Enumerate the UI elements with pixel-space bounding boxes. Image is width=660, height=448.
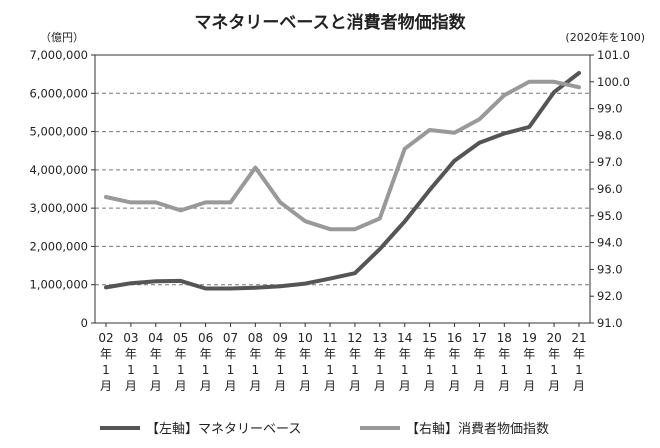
series-lines: [104, 71, 581, 291]
right-tick-label: 93.0: [597, 262, 623, 276]
x-tick-label: 15 年 1 月: [422, 331, 437, 393]
right-tick-label: 91.0: [597, 316, 623, 330]
right-tick-label: 92.0: [597, 289, 623, 303]
x-tick-label: 03 年 1 月: [123, 331, 138, 393]
right-tick-label: 97.0: [597, 155, 623, 169]
left-axis-unit: （億円）: [40, 31, 84, 44]
legend-label-monetary-base: 【左軸】マネタリーベース: [146, 422, 301, 437]
x-tick-label: 06 年 1 月: [198, 331, 213, 393]
right-tick-label: 96.0: [597, 182, 623, 196]
legend: 【左軸】マネタリーベース 【右軸】消費者物価指数: [100, 422, 549, 437]
x-tick-label: 21 年 1 月: [571, 331, 586, 393]
left-tick-label: 2,000,000: [29, 239, 88, 253]
x-tick-label: 16 年 1 月: [447, 331, 462, 393]
grid-lines: [95, 92, 590, 286]
x-tick-label: 12 年 1 月: [347, 331, 362, 393]
right-tick-label: 99.0: [597, 102, 623, 116]
right-tick-label: 101.0: [597, 48, 630, 62]
x-tick-label: 05 年 1 月: [173, 331, 188, 393]
left-tick-label: 4,000,000: [29, 163, 88, 177]
x-tick-label: 11 年 1 月: [322, 331, 337, 393]
left-tick-label: 7,000,000: [29, 48, 88, 62]
x-axis: 02 年 1 月 03 年 1 月 04 年 1 月 05 年 1 月 06 年 1 月 07 年 1 月 08 年 1 月 09 年 1 月…: [98, 323, 587, 393]
right-axis-unit: (2020年を100): [565, 30, 645, 44]
right-axis: 91.0 92.0 93.0 94.0 95.0 96.0 97.0 98.0 99.0 100.…: [590, 48, 630, 330]
plot-frame: [94, 54, 591, 324]
x-tick-label: 18 年 1 月: [497, 331, 512, 393]
x-tick-label: 08 年 1 月: [248, 331, 263, 393]
x-tick-label: 09 年 1 月: [273, 331, 288, 393]
x-tick-label: 04 年 1 月: [148, 331, 163, 393]
right-tick-label: 100.0: [597, 75, 630, 89]
x-tick-label: 19 年 1 月: [522, 331, 537, 393]
left-tick-label: 5,000,000: [29, 125, 88, 139]
x-tick-label: 10 年 1 月: [298, 331, 313, 393]
left-tick-label: 6,000,000: [29, 86, 88, 100]
chart-title: マネタリーベースと消費者物価指数: [194, 12, 466, 33]
left-tick-label: 3,000,000: [29, 201, 88, 215]
x-tick-label: 13 年 1 月: [372, 331, 387, 393]
left-tick-label: 0: [81, 316, 88, 330]
x-tick-label: 14 年 1 月: [397, 331, 412, 393]
monetary-base-line: [104, 71, 581, 291]
left-tick-label: 1,000,000: [29, 278, 88, 292]
cpi-line: [104, 79, 581, 232]
x-tick-label: 20 年 1 月: [546, 331, 561, 393]
right-tick-label: 95.0: [597, 209, 623, 223]
left-axis: 0 1,000,000 2,000,000 3,000,000 4,000,000 5,0…: [29, 48, 95, 330]
right-tick-label: 94.0: [597, 236, 623, 250]
right-tick-label: 98.0: [597, 128, 623, 142]
x-tick-label: 02 年 1 月: [98, 331, 113, 393]
x-tick-label: 17 年 1 月: [472, 331, 487, 393]
x-tick-label: 07 年 1 月: [223, 331, 238, 393]
legend-label-cpi: 【右軸】消費者物価指数: [406, 422, 549, 437]
